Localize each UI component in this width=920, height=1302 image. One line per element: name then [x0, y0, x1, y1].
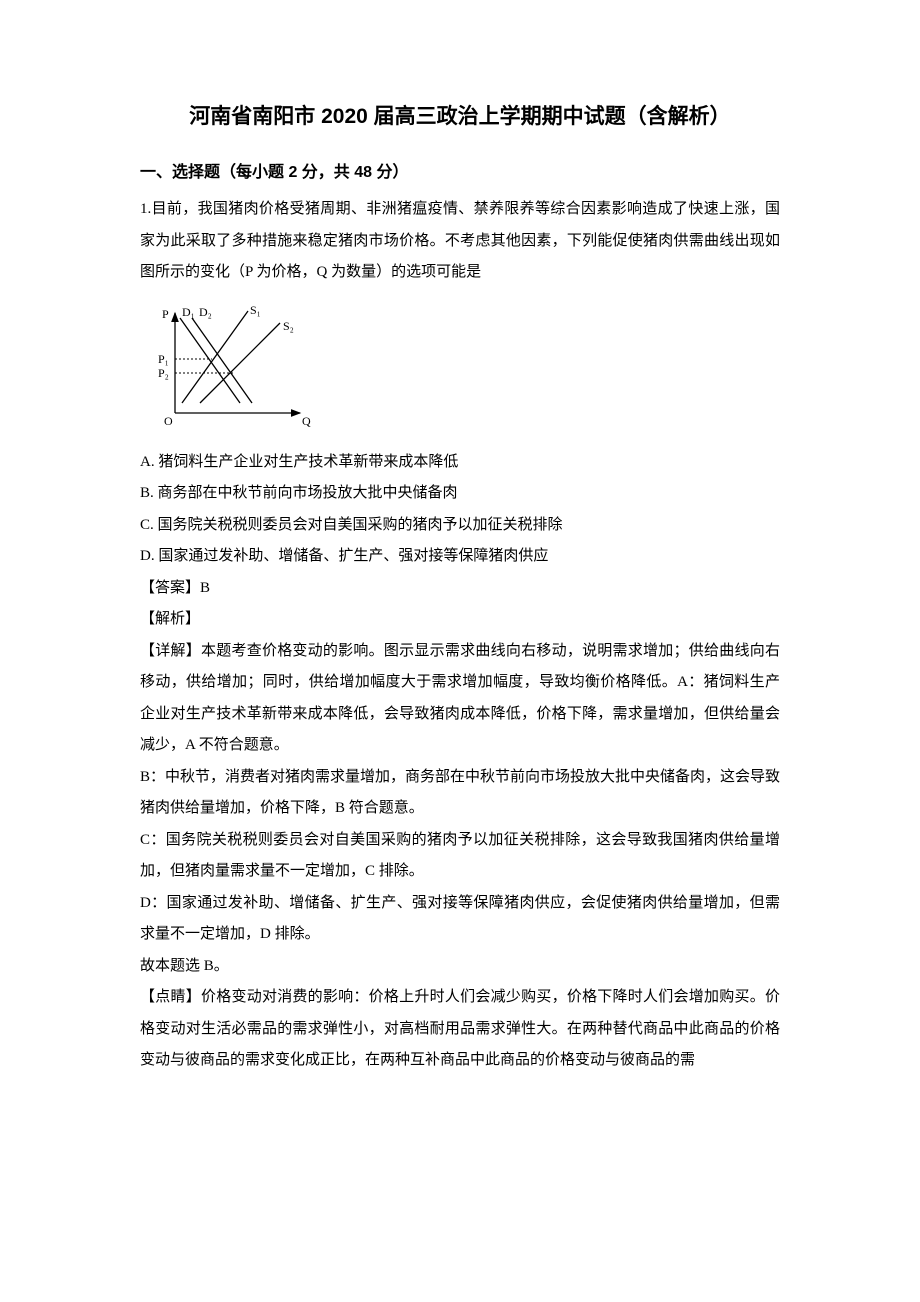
label-d2: D₂ [199, 305, 212, 319]
section-header: 一、选择题（每小题 2 分，共 48 分） [140, 158, 780, 182]
label-s2: S₂ [283, 319, 294, 333]
option-c: C. 国务院关税税则委员会对自美国采购的猪肉予以加征关税排除 [140, 510, 780, 542]
conclusion: 故本题选 B。 [140, 951, 780, 983]
question-body: 目前，我国猪肉价格受猪周期、非洲猪瘟疫情、禁养限养等综合因素影响造成了快速上涨，… [140, 201, 780, 280]
option-b: B. 商务部在中秋节前向市场投放大批中央储备肉 [140, 478, 780, 510]
label-q: Q [302, 414, 311, 428]
label-p1: P₁ [158, 352, 169, 366]
option-a: A. 猪饲料生产企业对生产技术革新带来成本降低 [140, 447, 780, 479]
supply-demand-chart: P O Q P₁ P₂ D₁ D₂ S₁ S₂ [140, 303, 320, 433]
analysis-label: 【解析】 [140, 604, 780, 636]
document-title: 河南省南阳市 2020 届高三政治上学期期中试题（含解析） [140, 100, 780, 130]
label-d1: D₁ [182, 305, 195, 319]
question-number: 1. [140, 201, 151, 217]
label-s1: S₁ [250, 303, 261, 317]
detail-c: C：国务院关税税则委员会对自美国采购的猪肉予以加征关税排除，这会导致我国猪肉供给… [140, 825, 780, 888]
answer: 【答案】B [140, 573, 780, 605]
detail-b: B：中秋节，消费者对猪肉需求量增加，商务部在中秋节前向市场投放大批中央储备肉，这… [140, 762, 780, 825]
question-text: 1.目前，我国猪肉价格受猪周期、非洲猪瘟疫情、禁养限养等综合因素影响造成了快速上… [140, 194, 780, 289]
label-o: O [164, 414, 173, 428]
label-p2: P₂ [158, 366, 169, 380]
tip-text: 【点睛】价格变动对消费的影响：价格上升时人们会减少购买，价格下降时人们会增加购买… [140, 982, 780, 1077]
supply-curve-s1 [182, 311, 248, 403]
detail-d: D：国家通过发补助、增储备、扩生产、强对接等保障猪肉供应，会促使猪肉供给量增加，… [140, 888, 780, 951]
detail-text: 【详解】本题考查价格变动的影响。图示显示需求曲线向右移动，说明需求增加；供给曲线… [140, 636, 780, 762]
option-d: D. 国家通过发补助、增储备、扩生产、强对接等保障猪肉供应 [140, 541, 780, 573]
label-p: P [162, 307, 169, 321]
demand-curve-d1 [180, 318, 240, 403]
